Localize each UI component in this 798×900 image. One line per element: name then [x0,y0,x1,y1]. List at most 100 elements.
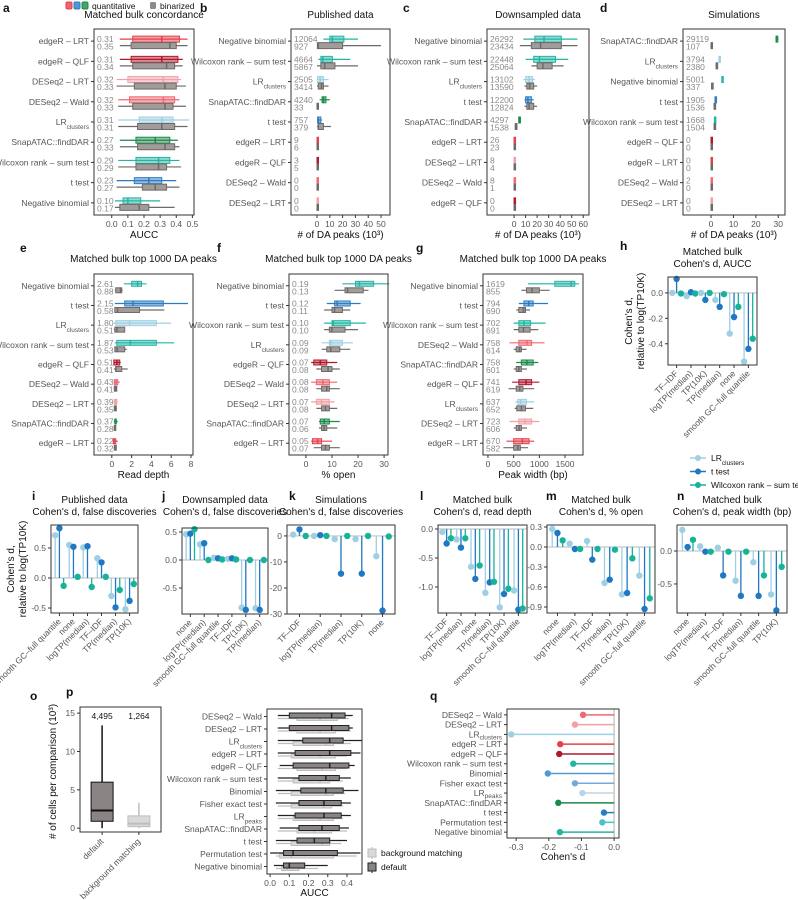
row: edgeR – LRT [452,739,615,749]
legend-swatch [73,1,81,10]
quantitative-value: 0.22 [97,436,114,446]
box [116,339,157,346]
quantitative-box [311,379,338,386]
lollipop-point [358,570,365,577]
box [518,306,526,313]
row-label-main: DESeq2 – Wald [202,712,262,722]
quantitative-value: 0.08 [292,377,309,387]
row-label-main: Binomial [229,787,262,797]
row-label-main: DESeq2 – Wald [226,178,286,188]
binarized-box [710,183,714,191]
legend-label-main: Wilcoxon rank – sum test [711,480,798,490]
row-label-main: edgeR – LRT [39,36,89,46]
row: SnapATAC::findDAR 0.270.33 [11,135,180,153]
y-tick-label: 0.0 [165,555,177,565]
quantitative-box [114,300,189,307]
binarized-box [710,203,714,211]
row-label-main: SnapATAC::findDAR [184,824,262,834]
binarized-box [113,444,117,451]
quantitative-value: 0.31 [97,115,114,125]
x-tick-label: 1000 [530,459,549,469]
row: DESeq2 – Wald [442,710,615,720]
row-label: Wilcoxon rank – sum test [407,759,503,769]
row-label-main: DESeq2 – Wald [29,97,89,107]
box [115,287,123,294]
default-box [277,812,351,819]
binarized-box [324,306,351,313]
row-label-main: edgeR – LRT [212,749,262,759]
quantitative-value: 0 [490,196,495,206]
row-label-main: LR [56,320,67,330]
row: DESeq2 – LRT 0.390.35 [32,397,118,414]
row-label-main: edgeR – QLF [235,157,286,167]
binarized-box [513,143,517,151]
x-tick-label: 10 [521,219,531,229]
y-tick-label: -30 [270,609,283,619]
x-tick-label: -0.1 [574,842,589,852]
row-label-main: DESeq2 – LRT [205,724,262,734]
row-label: SnapATAC::findDAR [11,137,89,147]
row: edgeR – QLF 00 [627,135,714,153]
x-axis-label: Cohen's d [541,852,586,863]
quantitative-value: 758 [486,338,500,348]
row: edgeR – QLF [211,762,355,772]
binarized-box [710,163,714,171]
binarized-value: 1 [490,183,495,193]
lollipop-point [750,559,757,566]
binarized-value: 652 [486,404,500,414]
row-label-main: Wilcoxon rank – sum test [191,56,287,66]
row-label-main: SnapATAC::findDAR [208,97,286,107]
default-box [279,825,349,831]
row-label: t test [460,300,479,310]
row-label-main: DESeq2 – LRT [227,399,284,409]
row-label: DESeq2 – LRT [421,419,478,429]
row-label: DESeq2 – Wald [224,379,284,389]
quantitative-box [323,35,358,43]
quantitative-value: 0.31 [97,54,114,64]
binarized-value: 337 [686,82,700,92]
row-label-main: DESeq2 – Wald [418,340,478,350]
default-box [277,712,353,719]
row-label-main: Negative binomial [21,198,89,208]
quantitative-value: 1.80 [97,318,114,328]
binarized-value: 690 [486,306,500,316]
panel-letter: o [30,689,37,703]
panel-title: Matched bulk top 1000 DA peaks [70,254,217,265]
row: Fisher exact test [200,799,351,809]
x-axis-label: # of DA peaks (10³) [495,230,581,241]
row-label: DESeq2 – Wald [226,178,286,188]
quantitative-value: 26 [490,135,500,145]
binarized-box [313,444,340,451]
binarized-value: 855 [486,286,500,296]
lollipop-point [467,563,475,570]
quantitative-box [513,156,517,164]
row-label: DESeq2 – Wald [618,178,678,188]
row-label: LRclusters [56,117,90,131]
binarized-box [114,287,123,294]
quantitative-box [114,339,175,346]
row-label: LRclusters [229,737,263,751]
quantitative-value: 702 [486,318,500,328]
binarized-value: 0.28 [97,424,114,434]
binarized-value: 606 [486,424,500,434]
row-label-sub: clusters [67,327,90,334]
row: LRpeaks [234,812,351,825]
lollipop-point [719,572,727,579]
binarized-box [114,203,175,211]
row-label-main: edgeR – QLF [627,137,678,147]
row-label-main: DESeq2 – Wald [29,379,89,389]
quantitative-value: 26292 [490,34,514,44]
lollipop-point [310,532,318,540]
row-label: LRclusters [253,77,287,91]
binarized-value: 0.41 [97,365,114,375]
panel-letter: b [200,1,207,15]
lollipop-point [549,525,556,533]
row-label-main: t test [71,300,90,310]
